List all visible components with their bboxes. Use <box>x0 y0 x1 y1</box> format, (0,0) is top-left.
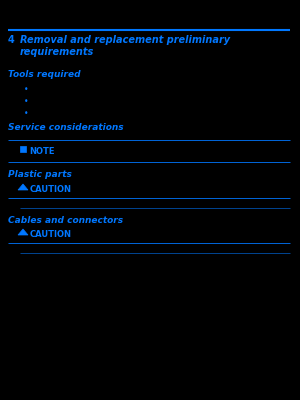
Text: Cables and connectors: Cables and connectors <box>8 216 123 225</box>
Text: •: • <box>24 109 28 118</box>
Text: •: • <box>24 97 28 106</box>
Text: Tools required: Tools required <box>8 70 81 79</box>
Text: Service considerations: Service considerations <box>8 123 124 132</box>
Text: 4: 4 <box>8 35 15 45</box>
Text: •: • <box>24 85 28 94</box>
Text: Plastic parts: Plastic parts <box>8 170 72 179</box>
Polygon shape <box>18 184 28 190</box>
Bar <box>20 146 26 152</box>
Text: CAUTION: CAUTION <box>30 185 72 194</box>
Text: Removal and replacement preliminary: Removal and replacement preliminary <box>20 35 230 45</box>
Polygon shape <box>18 229 28 235</box>
Text: requirements: requirements <box>20 47 94 57</box>
Text: NOTE: NOTE <box>29 147 55 156</box>
Text: CAUTION: CAUTION <box>30 230 72 239</box>
